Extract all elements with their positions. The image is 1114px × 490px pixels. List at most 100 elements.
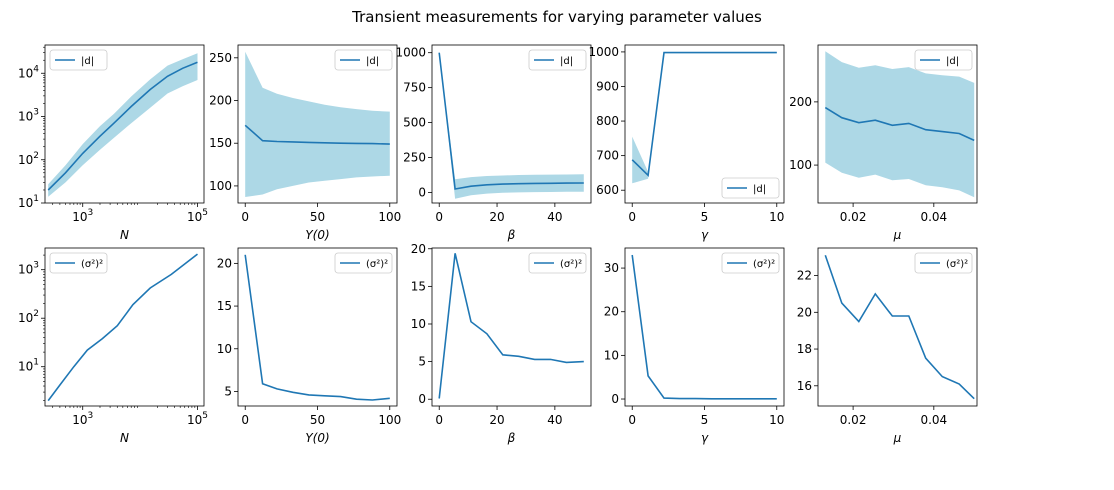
y-tick-label: 103 [18,261,39,277]
x-axis-label: β [507,228,516,242]
legend-label: |d| [366,56,379,67]
x-tick-label: 105 [187,411,208,427]
confidence-band [48,53,198,197]
legend-box [334,49,393,71]
axes-frame [44,247,205,407]
y-tick-label: 102 [18,309,39,325]
x-tick-label: 50 [310,210,325,224]
y-tick-label: 1000 [588,45,619,59]
y-tick-label: 20 [217,256,232,270]
chart-panel-7: 0 50 100 5 10 15 20 Y(0) (σ²)² [217,247,401,445]
y-tick-label: 5 [224,384,232,398]
x-tick-label: 100 [378,413,401,427]
legend: (σ²)² [49,252,108,274]
y-tick-label: 15 [217,299,232,313]
x-tick-label: 5 [701,413,709,427]
x-tick-label: 20 [489,413,504,427]
axes-frame [817,247,978,407]
y-tick-label: 100 [209,179,232,193]
y-tick-label: 100 [789,158,812,172]
x-tick-label: 0 [435,210,443,224]
legend: (σ²)² [721,252,780,274]
y-tick-label: 20 [411,242,426,256]
figure-title: Transient measurements for varying param… [351,8,762,26]
y-tick-label: 10 [604,348,619,362]
y-tick-label: 600 [596,183,619,197]
y-tick-label: 200 [209,94,232,108]
chart-panel-5: 0.02 0.04 100 200 μ |d| [789,44,978,242]
x-tick-label: 103 [72,411,93,427]
series-line [631,51,777,177]
y-tick-label: 900 [596,79,619,93]
x-tick-label: 40 [547,413,562,427]
chart-panel-4: 0 5 10 600 700 800 900 1000 γ |d| [588,44,784,242]
axes-frame [817,44,978,204]
y-tick-label: 102 [18,151,39,167]
axes-frame [431,44,592,204]
x-axis-label: β [507,431,516,445]
x-tick-label: 105 [187,208,208,224]
y-tick-label: 1000 [395,46,426,60]
x-axis-label: μ [893,228,902,242]
legend-label: |d| [753,184,766,195]
y-tick-label: 250 [403,151,426,165]
y-tick-label: 750 [403,81,426,95]
legend-box [528,252,587,274]
x-tick-label: 103 [72,208,93,224]
legend-box [721,252,780,274]
series-line [824,106,975,142]
chart-panel-9: 0 5 10 0 10 20 30 γ (σ²)² [604,247,784,445]
y-tick-label: 200 [789,95,812,109]
y-tick-label: 101 [18,358,39,374]
y-tick-label: 104 [18,64,39,80]
series-line [824,255,975,400]
x-tick-label: 0 [628,413,636,427]
x-axis-label: N [120,431,129,445]
series-line [438,253,584,399]
x-tick-label: 0.02 [840,210,867,224]
series-line [244,254,390,401]
y-tick-label: 22 [797,269,812,283]
y-tick-label: 18 [797,342,812,356]
y-tick-label: 800 [596,114,619,128]
chart-panel-1: 103 105 101 102 103 104 N |d| [18,44,208,242]
y-tick-label: 700 [596,149,619,163]
x-tick-label: 0 [435,413,443,427]
x-axis-label: Y(0) [305,228,329,242]
confidence-band [439,52,584,199]
confidence-band [245,51,390,197]
y-tick-label: 250 [209,51,232,65]
legend-label: |d| [560,56,573,67]
y-tick-label: 5 [418,355,426,369]
legend-label: (σ²)² [81,259,103,270]
legend: |d| [528,49,587,71]
x-axis-label: N [120,228,129,242]
legend-label: (σ²)² [366,259,388,270]
y-tick-label: 0 [418,392,426,406]
x-tick-label: 0 [241,210,249,224]
legend: (σ²)² [528,252,587,274]
series-line [438,52,584,190]
y-tick-label: 101 [18,194,39,210]
y-tick-label: 10 [217,342,232,356]
y-tick-label: 500 [403,116,426,130]
legend-box [334,252,393,274]
y-tick-label: 15 [411,279,426,293]
legend-box [49,49,108,71]
chart-panel-3: 0 20 40 0 250 500 750 1000 β |d| [395,44,592,242]
x-tick-label: 0.04 [920,210,947,224]
legend: |d| [721,177,780,199]
y-tick-label: 30 [604,261,619,275]
x-tick-label: 0 [628,210,636,224]
legend-label: |d| [946,56,959,67]
y-tick-label: 0 [418,186,426,200]
legend: |d| [914,49,973,71]
y-tick-label: 16 [797,379,812,393]
y-tick-label: 10 [411,317,426,331]
x-tick-label: 0.04 [920,413,947,427]
y-tick-label: 20 [797,305,812,319]
x-tick-label: 10 [769,210,784,224]
legend: (σ²)² [334,252,393,274]
